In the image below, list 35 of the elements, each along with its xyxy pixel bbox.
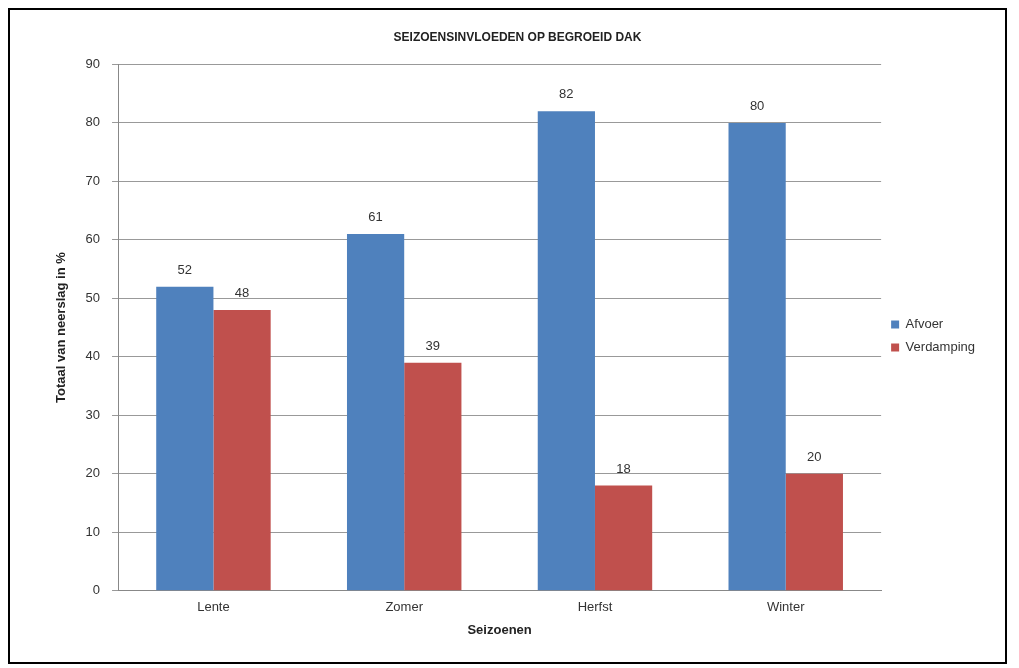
x-tick-label: Zomer bbox=[385, 599, 424, 615]
bar bbox=[346, 234, 405, 591]
data-label: 39 bbox=[425, 337, 441, 353]
chart-title: SEIZOENSINVLOEDEN OP BEGROEID DAK bbox=[393, 29, 642, 44]
y-tick-label: 20 bbox=[85, 465, 101, 481]
data-label: 61 bbox=[368, 209, 383, 225]
bar bbox=[594, 485, 653, 591]
y-tick-label: 50 bbox=[85, 289, 101, 305]
legend-label: Verdamping bbox=[905, 339, 976, 355]
y-tick-label: 90 bbox=[85, 55, 101, 71]
y-tick-label: 0 bbox=[92, 582, 101, 598]
x-tick-label: Winter bbox=[766, 599, 806, 615]
y-axis-title: Totaal van neerslag in % bbox=[53, 251, 69, 403]
data-label: 80 bbox=[749, 97, 765, 113]
data-label: 20 bbox=[807, 448, 822, 464]
bar bbox=[213, 310, 271, 591]
bar bbox=[404, 362, 462, 591]
bar bbox=[537, 111, 595, 591]
x-tick-label: Lente bbox=[197, 599, 230, 615]
y-tick-label: 80 bbox=[85, 114, 101, 130]
y-tick-label: 70 bbox=[85, 172, 101, 188]
data-label: 18 bbox=[616, 460, 631, 476]
y-tick-label: 30 bbox=[85, 406, 101, 422]
bar bbox=[156, 286, 214, 591]
legend-label: Afvoer bbox=[905, 316, 944, 332]
y-tick-label: 40 bbox=[85, 348, 101, 364]
x-axis-title: Seizoenen bbox=[467, 621, 532, 637]
data-label: 82 bbox=[559, 86, 574, 102]
bar bbox=[785, 473, 843, 591]
data-label: 52 bbox=[177, 261, 193, 277]
y-tick-label: 60 bbox=[85, 231, 101, 247]
y-tick-label: 10 bbox=[85, 523, 101, 539]
data-label: 48 bbox=[234, 285, 250, 301]
bar bbox=[728, 122, 786, 591]
x-tick-label: Herfst bbox=[577, 599, 613, 615]
